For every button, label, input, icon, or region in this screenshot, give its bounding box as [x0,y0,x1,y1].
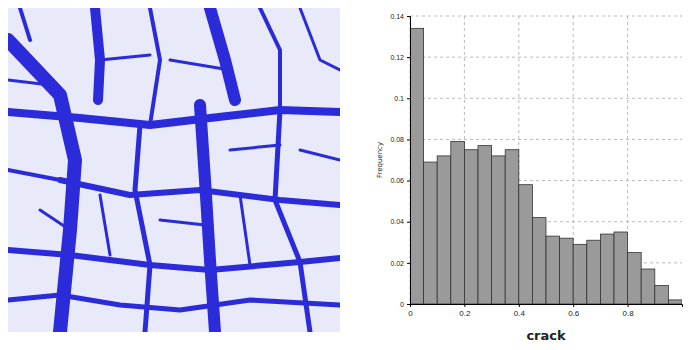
crack-line [230,145,280,150]
image-ground [8,8,340,332]
crack-line [150,8,160,125]
grid [410,16,682,304]
y-tick-mark [407,304,410,305]
y-tick-label: 0.04 [390,218,404,225]
crack-line [8,170,60,180]
bar [532,218,546,304]
bar [628,253,642,304]
y-tick: 0 [400,301,410,308]
y-tick-mark [407,98,410,99]
crack-line [300,8,340,70]
y-tick-mark [407,139,410,140]
grid-line [410,139,682,140]
crack-line [100,195,110,255]
x-tick: 0.6 [568,304,580,318]
bar [424,162,438,304]
bar [600,234,614,304]
crack-line [8,250,340,270]
y-tick-label: 0.14 [390,13,404,20]
crack-line [160,220,205,225]
y-tick: 0.14 [390,13,410,20]
x-tick-mark [464,304,465,307]
y-tick-label: 0 [400,301,404,308]
bar [560,238,574,304]
bar [478,146,492,304]
grid-line [410,16,682,17]
cracks [8,8,340,332]
x-tick-label: 0 [408,309,413,318]
crack-line [210,8,235,100]
y-tick-label: 0.08 [390,136,404,143]
x-axis-title: crack [526,328,566,343]
crack-line [8,80,50,85]
histogram: 0 0.2 0.4 0.6 0.8 0 0.02 0.04 0.06 0.08 0.1 0.12 0.1… [376,13,682,343]
y-tick: 0.04 [390,218,410,225]
y-tick-mark [407,16,410,17]
x-tick: 0.4 [514,304,526,318]
bar [614,232,628,304]
x-tick-label: 0.6 [568,309,580,318]
y-tick-label: 0.1 [394,95,404,102]
bar [451,141,465,304]
bar [668,300,682,304]
grid-line [410,57,682,58]
y-tick: 0.08 [390,136,410,143]
x-tick: 0.8 [623,304,635,318]
crack-line [40,210,70,230]
crack-line [135,125,150,332]
y-axis-line [407,17,411,305]
y-tick-label: 0.12 [390,54,404,61]
x-tick: 0.2 [459,304,471,318]
crack-line [240,195,250,265]
crack-line [275,110,310,332]
bar [519,185,533,304]
x-tick-label: 0.8 [623,309,635,318]
crack-line [95,8,100,100]
y-tick: 0.06 [390,177,410,184]
x-axis: 0 0.2 0.4 0.6 0.8 [408,304,682,318]
y-tick-label: 0.06 [390,177,404,184]
y-tick: 0.02 [390,260,410,267]
bar [410,28,424,304]
y-tick: 0.1 [394,95,410,102]
bar [505,150,519,304]
crack-image [8,8,340,332]
x-tick-mark [519,304,520,307]
x-tick-mark [573,304,574,307]
crack-line [100,55,150,60]
bar [573,244,587,304]
bar [546,236,560,304]
crack-line [170,60,230,70]
x-tick: 0 [408,304,413,318]
y-axis-title: Frequency [376,142,384,178]
bar [464,150,478,304]
y-tick-mark [407,181,410,182]
x-tick-label: 0.4 [514,309,526,318]
bar [437,156,451,304]
crack-line [8,295,340,310]
x-tick-label: 0.2 [459,309,471,318]
y-tick-mark [407,57,410,58]
x-tick-mark [628,304,629,307]
crack-line [8,40,75,332]
grid-line [410,98,682,99]
x-axis-line [411,305,683,308]
crack-line [300,150,340,160]
bar [492,156,506,304]
bar [655,285,669,304]
y-tick-label: 0.02 [390,260,404,267]
crack-line [260,8,280,110]
y-tick-mark [407,222,410,223]
crack-line [8,110,340,125]
bars [410,28,682,304]
bar [641,269,655,304]
y-tick-mark [407,263,410,264]
bar [587,240,601,304]
y-axis: 0 0.02 0.04 0.06 0.08 0.1 0.12 0.14 [390,13,410,308]
y-tick: 0.12 [390,54,410,61]
figure: 0 0.2 0.4 0.6 0.8 0 0.02 0.04 0.06 0.08 0.1 0.12 0.1… [0,0,691,350]
crack-line [200,105,215,332]
crack-line [20,8,30,40]
